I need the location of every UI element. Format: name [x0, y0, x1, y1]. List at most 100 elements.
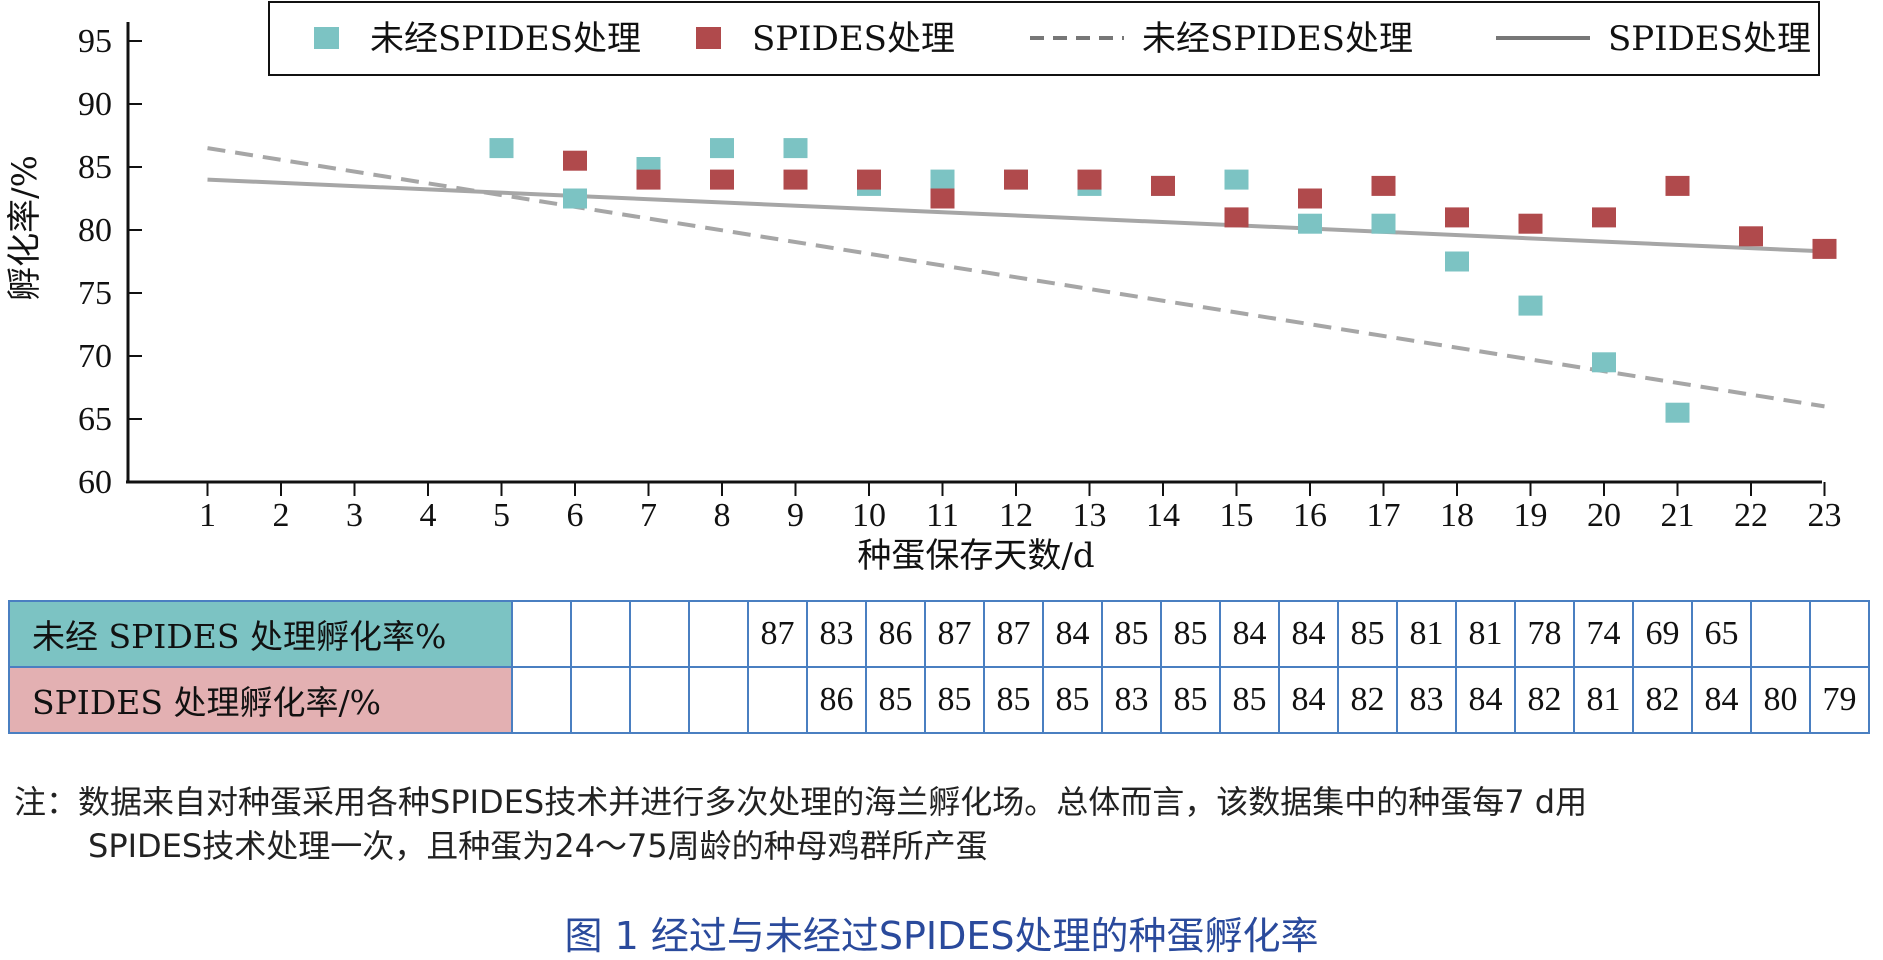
y-ticks: 60 65 70 75 80 85 90 95 [78, 23, 142, 501]
x-tick-label: 5 [493, 497, 510, 534]
table-cell: 85 [1219, 666, 1280, 734]
table-cell: 84 [1219, 600, 1280, 668]
table-cell [688, 666, 749, 734]
table-cell: 85 [1160, 666, 1221, 734]
table-cell: 69 [1632, 600, 1693, 668]
table-cell: 78 [1514, 600, 1575, 668]
x-tick-label: 4 [420, 497, 437, 534]
table-cell: 82 [1514, 666, 1575, 734]
point-treated [1739, 226, 1763, 247]
point-untreated [489, 138, 514, 159]
point-treated [1077, 169, 1102, 190]
point-treated [636, 169, 661, 190]
table-cell: 85 [1337, 600, 1398, 668]
x-tick-label: 7 [640, 497, 657, 534]
y-axis-title: 孵化率/% [5, 155, 45, 301]
point-untreated [1592, 352, 1616, 373]
x-tick-label: 2 [273, 497, 290, 534]
table-cell: 82 [1632, 666, 1693, 734]
table-row: SPIDES 处理孵化率/% 86 85 85 85 85 83 85 85 84 82 83 84 8… [8, 666, 1870, 734]
point-treated [930, 188, 955, 209]
x-tick-label: 14 [1146, 497, 1180, 534]
figure-note: 注：数据来自对种蛋采用各种SPIDES技术并进行多次处理的海兰孵化场。总体而言，… [14, 780, 1864, 868]
point-treated [783, 169, 808, 190]
point-treated [857, 169, 881, 190]
row-label: 未经 SPIDES 处理孵化率% [8, 600, 513, 668]
table-cell [688, 600, 749, 668]
table-cell: 81 [1573, 666, 1634, 734]
x-ticks: 1 2 3 4 5 6 7 8 9 10 11 12 13 14 15 16 17 18 19 20 21 22 23 [199, 482, 1842, 534]
x-tick-label: 13 [1073, 497, 1107, 534]
y-tick-label: 75 [78, 275, 112, 312]
x-tick-label: 12 [999, 497, 1033, 534]
x-tick-label: 1 [199, 497, 216, 534]
table-cell [747, 666, 808, 734]
point-treated [1445, 207, 1469, 228]
x-tick-label: 21 [1661, 497, 1695, 534]
point-treated [1298, 188, 1322, 209]
x-tick-label: 8 [714, 497, 731, 534]
point-untreated [1371, 213, 1396, 234]
table-cell [570, 600, 631, 668]
data-points [489, 138, 1837, 423]
table-cell: 86 [806, 666, 867, 734]
x-tick-label: 15 [1220, 497, 1254, 534]
x-tick-label: 16 [1293, 497, 1327, 534]
table-cell: 85 [983, 666, 1044, 734]
table-cell: 85 [1101, 600, 1162, 668]
legend-label: SPIDES处理 [752, 19, 955, 59]
legend-label: 未经SPIDES处理 [1142, 19, 1413, 59]
y-tick-label: 90 [78, 86, 112, 123]
table-cell: 83 [806, 600, 867, 668]
axes [126, 22, 1822, 484]
point-treated [1592, 207, 1616, 228]
x-tick-label: 19 [1514, 497, 1548, 534]
table-row: 未经 SPIDES 处理孵化率% 87 83 86 87 87 84 85 85 84 84 85 8… [8, 600, 1870, 668]
legend-marker [314, 27, 339, 49]
point-treated [1518, 213, 1543, 234]
x-tick-label: 6 [567, 497, 584, 534]
point-treated [1371, 175, 1396, 196]
point-untreated [783, 138, 808, 159]
point-treated [563, 150, 587, 171]
table-cell: 81 [1455, 600, 1516, 668]
table-cell [629, 600, 690, 668]
legend-label: 未经SPIDES处理 [370, 19, 641, 59]
point-untreated [930, 169, 955, 190]
point-untreated [1224, 169, 1249, 190]
table-cell [570, 666, 631, 734]
table-cell: 85 [924, 666, 985, 734]
trend-line-untreated [207, 146, 1825, 409]
note-line: SPIDES技术处理一次，且种蛋为24～75周龄的种母鸡群所产蛋 [88, 827, 988, 865]
point-untreated [1445, 251, 1469, 272]
table-cell: 84 [1455, 666, 1516, 734]
x-tick-label: 3 [346, 497, 363, 534]
table-cell: 87 [983, 600, 1044, 668]
x-tick-label: 18 [1440, 497, 1474, 534]
y-tick-label: 85 [78, 149, 112, 186]
table-cell: 84 [1278, 666, 1339, 734]
point-treated [1151, 175, 1175, 196]
table-cell: 83 [1396, 666, 1457, 734]
trend-lines [207, 146, 1825, 409]
legend: 未经SPIDES处理 SPIDES处理 未经SPIDES处理 SPIDES处理 [268, 1, 1820, 76]
trend-line-treated [207, 177, 1825, 254]
table-cell: 85 [1160, 600, 1221, 668]
table-cell: 85 [1042, 666, 1103, 734]
point-untreated [1665, 402, 1690, 423]
table-cell [1809, 600, 1870, 668]
y-tick-label: 70 [78, 338, 112, 375]
y-tick-label: 95 [78, 23, 112, 60]
table-cell: 79 [1809, 666, 1870, 734]
x-tick-label: 20 [1587, 497, 1621, 534]
point-untreated [1298, 213, 1322, 234]
point-untreated [710, 138, 734, 159]
table-cell [511, 600, 572, 668]
y-tick-label: 60 [78, 464, 112, 501]
point-untreated [1518, 295, 1543, 316]
x-tick-label: 10 [852, 497, 886, 534]
figure-caption: 图 1 经过与未经过SPIDES处理的种蛋孵化率 [564, 914, 1319, 958]
point-treated [1665, 175, 1690, 196]
x-tick-label: 17 [1367, 497, 1401, 534]
